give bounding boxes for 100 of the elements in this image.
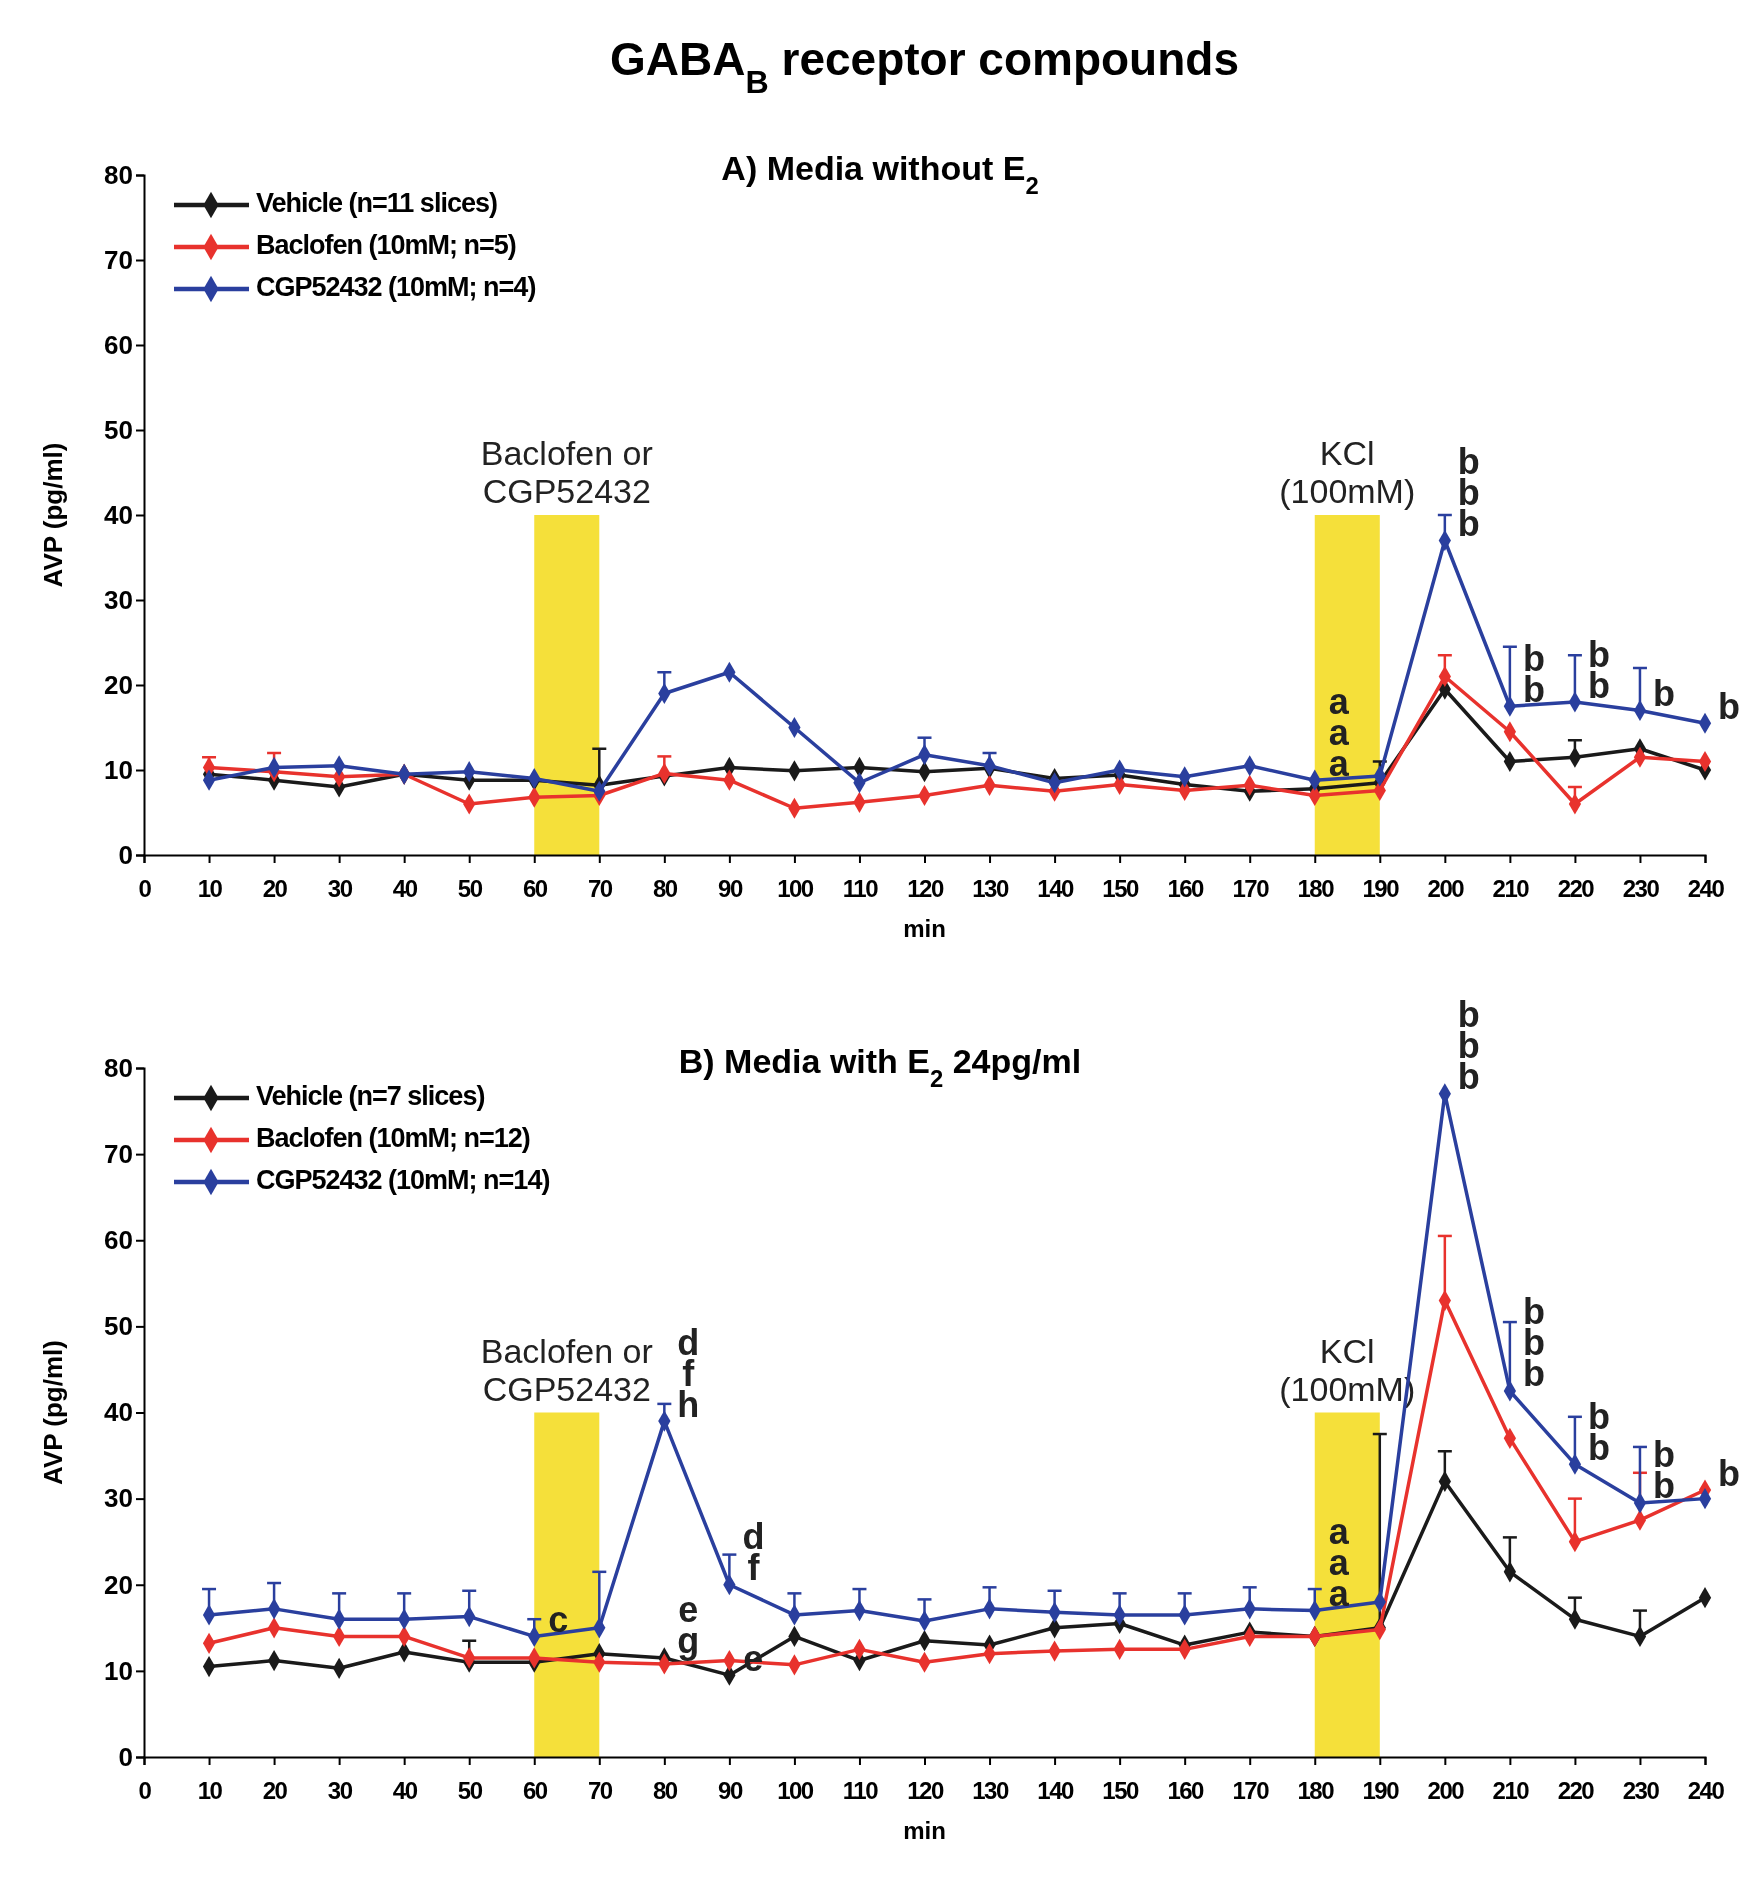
x-tick-label: 40 [392, 1777, 418, 1805]
legend-label: CGP52432 (10mM; n=14) [256, 1165, 550, 1196]
legend-label: Baclofen (10mM; n=5) [256, 230, 516, 261]
annotation: d f [742, 1516, 765, 1589]
x-tick-label: 40 [392, 875, 418, 903]
x-tick-label: 130 [972, 875, 1009, 903]
annotation: b b b [1522, 1291, 1545, 1395]
x-tick-label: 100 [777, 1777, 814, 1805]
x-tick-label: 160 [1167, 875, 1205, 903]
x-tick-label: 150 [1102, 1777, 1140, 1805]
x-tick-label: 60 [522, 875, 548, 903]
y-tick-label: 30 [104, 1483, 133, 1514]
y-tick-label: 40 [104, 499, 133, 530]
annotation: b [1718, 685, 1740, 727]
annotation: b b [1652, 1434, 1675, 1507]
x-tick-label: 130 [972, 1777, 1009, 1805]
x-tick-label: 160 [1167, 1777, 1205, 1805]
y-tick-label: 0 [118, 839, 133, 870]
y-tick-label: 40 [104, 1397, 133, 1428]
y-tick-label: 10 [104, 1655, 133, 1686]
y-tick-label: 60 [104, 329, 133, 360]
annotation: b b [1522, 637, 1545, 710]
y-tick-label: 0 [118, 1741, 133, 1772]
x-tick-label: 0 [138, 875, 152, 903]
x-tick-label: 190 [1362, 1777, 1400, 1805]
x-tick-label: 120 [907, 875, 944, 903]
y-tick-label: 80 [104, 1052, 133, 1083]
annotation: e g [677, 1589, 700, 1662]
y-tick-label: 10 [104, 754, 133, 785]
band-label: Baclofen or CGP52432 [480, 434, 653, 510]
y-tick-label: 30 [104, 584, 133, 615]
band-label: KCl (100mM) [1279, 434, 1416, 510]
band-label: Baclofen or CGP52432 [480, 1331, 653, 1408]
x-tick-label: 190 [1362, 875, 1400, 903]
y-tick-label: 20 [104, 1569, 133, 1600]
y-tick-label: 20 [104, 669, 133, 700]
legend-label: Baclofen (10mM; n=12) [256, 1123, 530, 1154]
annotation: b b b [1457, 441, 1480, 545]
x-tick-label: 20 [262, 1777, 288, 1805]
x-tick-label: 30 [327, 875, 353, 903]
y-tick-label: 80 [104, 159, 133, 190]
annotation: a a a [1328, 680, 1350, 784]
x-tick-label: 150 [1102, 875, 1140, 903]
x-tick-label: 230 [1622, 1777, 1660, 1805]
y-axis-title: AVP (pg/ml) [38, 1340, 68, 1485]
x-tick-label: 110 [842, 1777, 879, 1805]
annotation: a a a [1328, 1511, 1350, 1615]
x-tick-label: 210 [1492, 875, 1530, 903]
x-tick-label: 200 [1427, 1777, 1465, 1805]
x-tick-label: 30 [327, 1777, 353, 1805]
x-tick-label: 180 [1297, 1777, 1335, 1805]
x-tick-label: 0 [138, 1777, 152, 1805]
x-tick-label: 170 [1232, 875, 1270, 903]
y-tick-label: 50 [104, 1311, 133, 1342]
x-tick-label: 120 [907, 1777, 944, 1805]
chart-title: B) Media with E$_{2}$ 24pg/ml [678, 1042, 1082, 1092]
x-tick-label: 220 [1557, 875, 1595, 903]
legend-label: Vehicle (n=11 slices) [256, 188, 497, 219]
x-tick-label: 10 [197, 1777, 223, 1805]
x-tick-label: 60 [522, 1777, 548, 1805]
x-tick-label: 200 [1427, 875, 1465, 903]
x-tick-label: 240 [1687, 1777, 1725, 1805]
x-tick-label: 180 [1297, 875, 1335, 903]
legend-label: CGP52432 (10mM; n=4) [256, 272, 536, 303]
y-tick-label: 60 [104, 1225, 133, 1256]
x-tick-label: 10 [197, 875, 223, 903]
x-tick-label: 170 [1232, 1777, 1270, 1805]
annotation: b [1718, 1452, 1740, 1494]
annotation: c [548, 1598, 569, 1640]
x-tick-label: 90 [718, 1777, 743, 1805]
x-tick-label: 140 [1037, 1777, 1075, 1805]
chart-subtitle: A) Media without E$_{2}$ [721, 149, 1039, 199]
legend-label: Vehicle (n=7 slices) [256, 1081, 485, 1112]
x-axis-title: min [903, 915, 946, 942]
x-tick-label: 230 [1622, 875, 1660, 903]
x-tick-label: 70 [587, 875, 613, 903]
annotation: b [1652, 673, 1675, 715]
y-axis-title: AVP (pg/ml) [38, 442, 68, 588]
x-tick-label: 20 [262, 875, 288, 903]
x-tick-label: 50 [457, 1777, 483, 1805]
x-tick-label: 70 [587, 1777, 613, 1805]
x-tick-label: 90 [718, 875, 743, 903]
chart-title: GABA$_{B}$ receptor compounds [610, 33, 1239, 100]
annotation: b b [1587, 1395, 1610, 1468]
annotation: b b b [1457, 994, 1480, 1098]
y-tick-label: 70 [104, 244, 133, 275]
x-tick-label: 100 [777, 875, 814, 903]
y-tick-label: 50 [104, 414, 133, 445]
x-tick-label: 240 [1687, 875, 1725, 903]
x-tick-label: 80 [652, 1777, 678, 1805]
x-tick-label: 50 [457, 875, 483, 903]
x-tick-label: 140 [1037, 875, 1075, 903]
annotation: b b [1587, 633, 1610, 706]
x-tick-label: 220 [1557, 1777, 1595, 1805]
y-tick-label: 70 [104, 1138, 133, 1169]
x-tick-label: 210 [1492, 1777, 1530, 1805]
x-tick-label: 110 [842, 875, 879, 903]
x-tick-label: 80 [652, 875, 678, 903]
annotation: d f h [677, 1321, 700, 1425]
x-axis-title: min [903, 1817, 946, 1844]
